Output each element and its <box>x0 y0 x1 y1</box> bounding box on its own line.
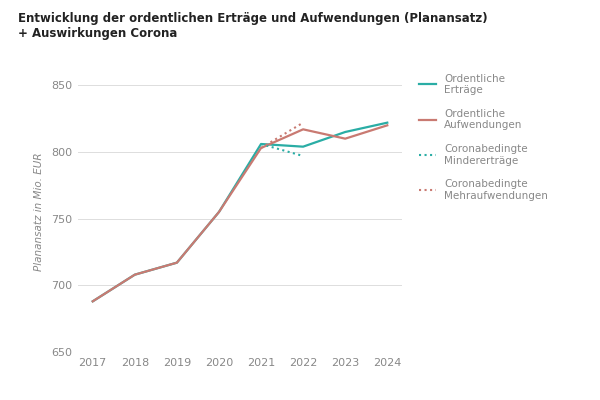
Y-axis label: Planansatz in Mio. EUR: Planansatz in Mio. EUR <box>34 153 44 271</box>
Legend: Ordentliche
Erträge, Ordentliche
Aufwendungen, Coronabedingte
Mindererträge, Cor: Ordentliche Erträge, Ordentliche Aufwend… <box>417 72 550 203</box>
Text: Entwicklung der ordentlichen Erträge und Aufwendungen (Planansatz)
+ Auswirkunge: Entwicklung der ordentlichen Erträge und… <box>18 12 488 40</box>
